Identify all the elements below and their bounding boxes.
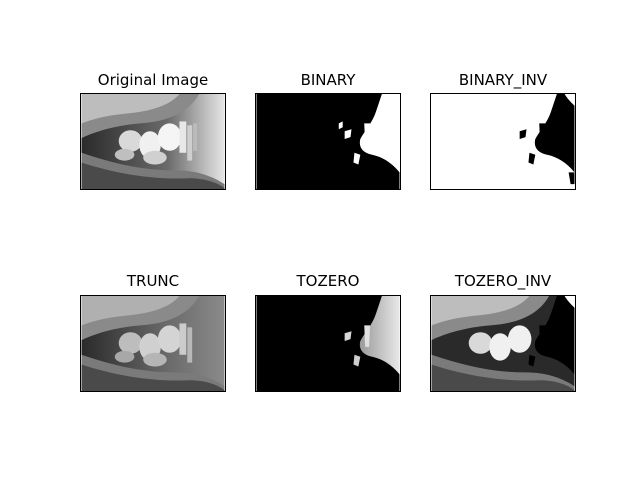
teeth-trunc-image: [81, 296, 225, 391]
teeth-tozero-inv-image: [431, 296, 575, 391]
teeth-binary-image: [256, 94, 400, 189]
panel-title-tozero-inv: TOZERO_INV: [413, 272, 593, 290]
panel-title-trunc: TRUNC: [63, 272, 243, 290]
teeth-original-image: [81, 94, 225, 189]
panel-title-tozero: TOZERO: [238, 272, 418, 290]
panel-tozero: [255, 295, 401, 392]
panel-tozero-inv: [430, 295, 576, 392]
panel-title-original: Original Image: [63, 71, 243, 89]
panel-original-image: [80, 93, 226, 190]
panel-binary: [255, 93, 401, 190]
panel-title-binary-inv: BINARY_INV: [413, 71, 593, 89]
panel-title-binary: BINARY: [238, 71, 418, 89]
teeth-tozero-image: [256, 296, 400, 391]
panel-trunc: [80, 295, 226, 392]
panel-binary-inv: [430, 93, 576, 190]
teeth-binary-inv-image: [431, 94, 575, 189]
